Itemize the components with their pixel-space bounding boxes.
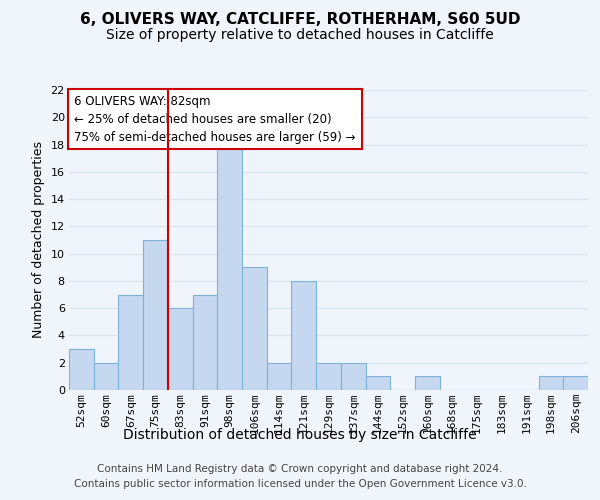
Bar	[217, 144, 242, 390]
Bar	[415, 376, 440, 390]
Bar	[539, 376, 563, 390]
Text: Contains public sector information licensed under the Open Government Licence v3: Contains public sector information licen…	[74, 479, 526, 489]
Bar	[341, 362, 365, 390]
Bar	[143, 240, 168, 390]
Text: Contains HM Land Registry data © Crown copyright and database right 2024.: Contains HM Land Registry data © Crown c…	[97, 464, 503, 474]
Text: 6, OLIVERS WAY, CATCLIFFE, ROTHERHAM, S60 5UD: 6, OLIVERS WAY, CATCLIFFE, ROTHERHAM, S6…	[80, 12, 520, 28]
Bar	[168, 308, 193, 390]
Bar	[94, 362, 118, 390]
Bar	[365, 376, 390, 390]
Bar	[316, 362, 341, 390]
Text: 6 OLIVERS WAY: 82sqm
← 25% of detached houses are smaller (20)
75% of semi-detac: 6 OLIVERS WAY: 82sqm ← 25% of detached h…	[74, 94, 356, 144]
Bar	[563, 376, 588, 390]
Text: Size of property relative to detached houses in Catcliffe: Size of property relative to detached ho…	[106, 28, 494, 42]
Bar	[118, 294, 143, 390]
Bar	[69, 349, 94, 390]
Bar	[267, 362, 292, 390]
Text: Distribution of detached houses by size in Catcliffe: Distribution of detached houses by size …	[123, 428, 477, 442]
Y-axis label: Number of detached properties: Number of detached properties	[32, 142, 45, 338]
Bar	[292, 281, 316, 390]
Bar	[242, 268, 267, 390]
Bar	[193, 294, 217, 390]
